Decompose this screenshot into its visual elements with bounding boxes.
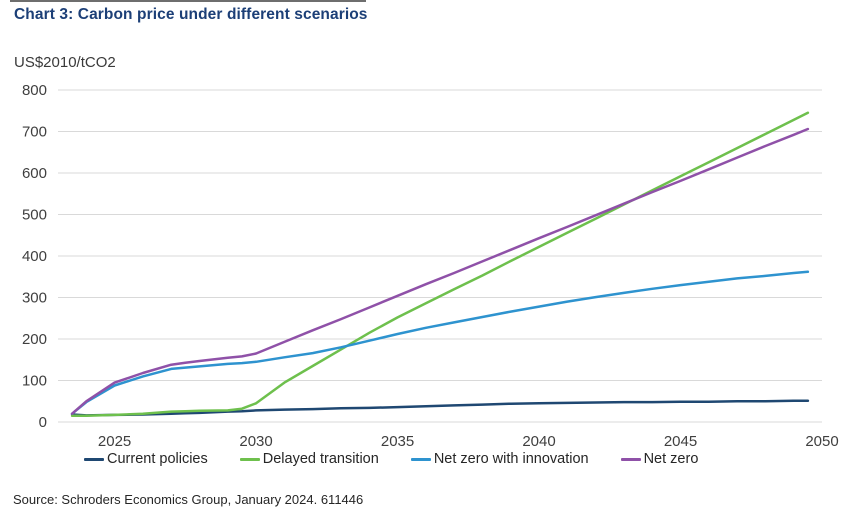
y-tick-label: 500 [22,207,47,224]
x-tick-label: 2040 [522,433,555,450]
legend-swatch-net-zero-with-innovation [410,457,431,461]
cropped-text-artifact [10,0,366,2]
legend-item-current-policies: Current policies [84,451,208,467]
legend-label-net-zero-with-innovation: Net zero with innovation [433,451,589,467]
x-tick-label: 2050 [805,433,838,450]
series-line-net-zero [70,127,810,415]
legend-swatch-current-policies [84,457,104,461]
y-tick-label: 800 [22,82,47,99]
y-tick-label: 700 [22,124,47,141]
x-tick-label: 2030 [239,433,272,450]
chart-title: Chart 3: Carbon price under different sc… [14,6,368,23]
x-tick-label: 2035 [381,433,414,450]
source-note: Source: Schroders Economics Group, Janua… [13,492,364,507]
y-tick-label: 300 [22,290,47,307]
y-tick-label: 200 [22,331,47,348]
legend-label-delayed-transition: Delayed transition [262,451,379,467]
series-line-net-zero-with-innovation [70,270,810,415]
legend-item-net-zero-with-innovation: Net zero with innovation [410,451,589,467]
series-line-current-policies [70,399,810,417]
legend-label-current-policies: Current policies [107,451,208,467]
legend-item-net-zero: Net zero [620,451,699,467]
y-tick-label: 100 [22,373,47,390]
series-line-delayed-transition [70,111,810,418]
legend-label-net-zero: Net zero [643,451,699,467]
y-tick-label: 400 [22,248,47,265]
x-tick-label: 2045 [664,433,697,450]
y-axis-unit-label: US$2010/tCO2 [14,54,116,71]
legend-swatch-delayed-transition [239,457,260,461]
y-tick-label: 0 [39,414,47,431]
legend-swatch-net-zero [620,457,641,461]
x-tick-label: 2025 [98,433,131,450]
y-tick-label: 600 [22,165,47,182]
legend: Current policies Delayed transition Net … [0,451,854,467]
legend-item-delayed-transition: Delayed transition [239,451,379,467]
